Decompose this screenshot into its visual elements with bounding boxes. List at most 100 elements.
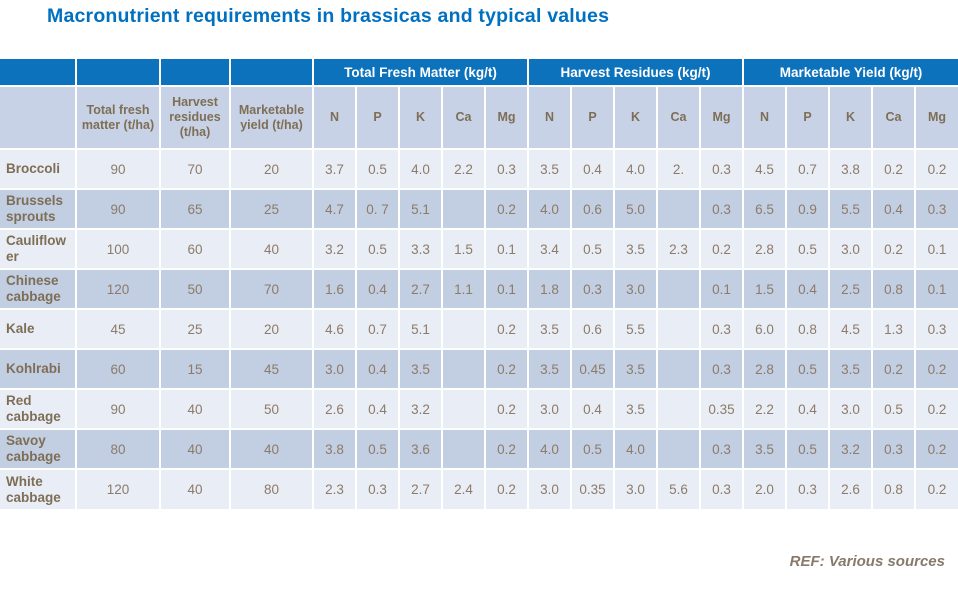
data-cell: 0.3 (871, 428, 917, 470)
data-cell: 6.5 (742, 188, 788, 230)
data-cell (656, 308, 701, 350)
data-cell: 0.3 (914, 308, 958, 350)
data-cell: 0.1 (484, 268, 529, 310)
data-cell: 3.0 (527, 468, 572, 510)
measure-header-cell: Total fresh matter (t/ha) (75, 85, 161, 150)
data-cell: 3.6 (398, 428, 443, 470)
data-cell: 120 (75, 468, 161, 510)
data-cell: 0.5 (570, 228, 615, 270)
data-cell: 0.3 (698, 428, 745, 470)
table-row: Cauliflower 100 60 40 3.2 0.5 3.3 1.5 0.1 3.4 0.5 3… (0, 228, 958, 270)
data-cell (441, 308, 486, 350)
data-cell: 3.5 (527, 148, 572, 190)
group-header-empty-cell (159, 58, 231, 87)
data-cell: 3.4 (527, 228, 572, 270)
nutrient-header-cell: Ca (871, 85, 917, 150)
data-cell: 0.5 (785, 228, 831, 270)
data-cell: 0.3 (785, 468, 831, 510)
data-cell: 70 (229, 268, 314, 310)
data-cell: 2.3 (656, 228, 701, 270)
data-cell: 65 (159, 188, 231, 230)
data-cell: 3.0 (527, 388, 572, 430)
corner-cell (0, 85, 77, 150)
data-cell: 40 (159, 428, 231, 470)
data-cell: 0.5 (871, 388, 917, 430)
data-cell: 4.7 (312, 188, 357, 230)
data-cell: 0.2 (914, 348, 958, 390)
data-cell: 4.0 (527, 428, 572, 470)
data-cell: 3.5 (613, 228, 658, 270)
data-cell: 0.5 (785, 428, 831, 470)
table-row: Chinese cabbage 120 50 70 1.6 0.4 2.7 1.1 0.1 1.8… (0, 268, 958, 310)
data-cell: 20 (229, 308, 314, 350)
data-cell: 0.3 (484, 148, 529, 190)
data-cell: 3.5 (527, 348, 572, 390)
nutrient-header-cell: K (828, 85, 874, 150)
row-label: Chinese cabbage (0, 268, 77, 310)
nutrient-header-cell: Mg (484, 85, 529, 150)
data-cell: 100 (75, 228, 161, 270)
data-cell: 0.8 (785, 308, 831, 350)
data-cell: 0.3 (698, 348, 745, 390)
data-cell: 0.3 (698, 188, 745, 230)
data-cell (441, 188, 486, 230)
data-cell: 90 (75, 188, 161, 230)
data-cell: 3.5 (398, 348, 443, 390)
data-cell: 2.8 (742, 228, 788, 270)
data-cell: 0.5 (355, 228, 400, 270)
data-cell: 4.5 (742, 148, 788, 190)
data-cell: 3.2 (398, 388, 443, 430)
data-cell: 0.5 (570, 428, 615, 470)
table-row: Kohlrabi 60 15 45 3.0 0.4 3.5 0.2 3.5 0.45 3.5 0.3 2… (0, 348, 958, 390)
data-cell: 25 (159, 308, 231, 350)
data-cell: 0.1 (914, 228, 958, 270)
table-row: Broccoli 90 70 20 3.7 0.5 4.0 2.2 0.3 3.5 0.4 4.0 2.… (0, 148, 958, 190)
data-cell: 45 (229, 348, 314, 390)
group-header-empty-cell (0, 58, 77, 87)
nutrient-header-cell: Mg (698, 85, 745, 150)
data-cell: 0.2 (871, 228, 917, 270)
data-cell: 0.2 (484, 468, 529, 510)
table-header: Total Fresh Matter (kg/t) Harvest Residue… (0, 58, 958, 150)
data-cell: 3.0 (828, 388, 874, 430)
nutrient-header-cell: P (355, 85, 400, 150)
data-cell: 120 (75, 268, 161, 310)
data-cell: 4.0 (398, 148, 443, 190)
data-cell: 4.6 (312, 308, 357, 350)
data-cell: 2.7 (398, 268, 443, 310)
data-cell: 0.4 (785, 268, 831, 310)
group-header-cell: Marketable Yield (kg/t) (742, 58, 958, 87)
row-label: Broccoli (0, 148, 77, 190)
data-cell: 3.5 (828, 348, 874, 390)
data-cell: 20 (229, 148, 314, 190)
data-cell: 50 (159, 268, 231, 310)
data-cell: 0.2 (484, 308, 529, 350)
data-cell: 50 (229, 388, 314, 430)
nutrient-header-cell: Ca (441, 85, 486, 150)
data-cell: 40 (229, 428, 314, 470)
data-cell: 0.8 (871, 468, 917, 510)
data-cell: 0.6 (570, 188, 615, 230)
data-cell: 0.2 (914, 148, 958, 190)
macronutrient-table: Total Fresh Matter (kg/t) Harvest Residue… (0, 58, 958, 510)
data-cell: 3.5 (613, 388, 658, 430)
data-cell: 0.2 (484, 188, 529, 230)
data-cell: 90 (75, 388, 161, 430)
row-label: Brussels sprouts (0, 188, 77, 230)
data-cell: 45 (75, 308, 161, 350)
data-cell: 80 (75, 428, 161, 470)
data-cell: 0.3 (914, 188, 958, 230)
data-cell: 2.6 (312, 388, 357, 430)
data-cell: 0.1 (484, 228, 529, 270)
data-cell: 1.8 (527, 268, 572, 310)
data-cell: 90 (75, 148, 161, 190)
data-cell: 2.0 (742, 468, 788, 510)
data-cell: 0.4 (785, 388, 831, 430)
data-cell: 0.1 (698, 268, 745, 310)
data-cell: 0.5 (355, 148, 400, 190)
data-cell: 0.35 (570, 468, 615, 510)
data-cell: 0.4 (570, 388, 615, 430)
data-cell: 0.7 (355, 308, 400, 350)
data-cell: 3.2 (828, 428, 874, 470)
data-cell: 0.5 (785, 348, 831, 390)
